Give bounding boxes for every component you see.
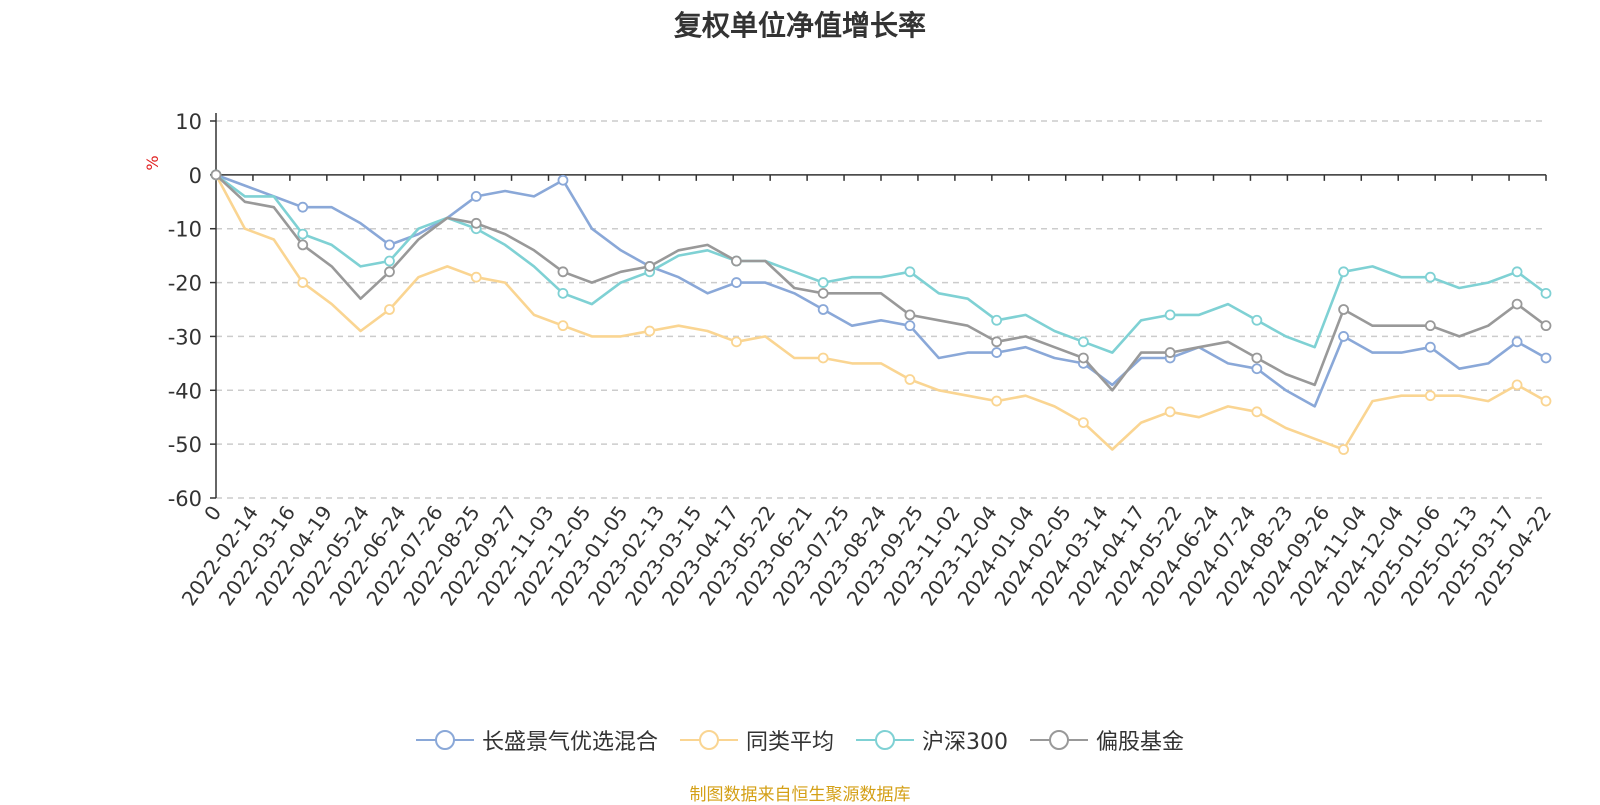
series-point-3 — [1251, 352, 1263, 364]
series-point-0 — [470, 190, 482, 202]
series-point-3 — [991, 336, 1003, 348]
y-tick-label: 10 — [175, 110, 202, 134]
series-point-2 — [904, 266, 916, 278]
series-point-0 — [557, 174, 569, 186]
series-point-3 — [470, 217, 482, 229]
series-point-0 — [384, 239, 395, 251]
series-point-2 — [557, 287, 569, 299]
series-point-3 — [1540, 320, 1552, 332]
series-point-0 — [1424, 341, 1436, 353]
series-point-1 — [904, 374, 916, 385]
y-axis-label: % — [143, 155, 162, 170]
series-point-2 — [1077, 336, 1089, 348]
series-point-0 — [297, 201, 309, 213]
series-point-1 — [1251, 406, 1263, 418]
source-note: 制图数据来自恒生聚源数据库 — [689, 785, 911, 805]
series-point-3 — [1077, 352, 1089, 364]
series-line-1 — [214, 174, 1547, 451]
series-point-2 — [991, 314, 1003, 326]
series-point-1 — [1424, 390, 1436, 402]
series-point-0 — [991, 347, 1003, 358]
series-point-3 — [644, 261, 656, 272]
legend-item-3[interactable]: 偏股基金 — [1030, 724, 1184, 756]
legend-marker-icon — [415, 730, 474, 750]
legend: 长盛景气优选混合 同类平均 沪深300 偏股基金 — [0, 724, 1600, 756]
series-line-2 — [215, 173, 1547, 354]
series-point-3 — [1424, 320, 1436, 332]
series-point-1 — [1540, 395, 1552, 407]
series-point-3 — [297, 239, 309, 251]
y-tick-label: -40 — [168, 379, 202, 403]
series-point-3 — [1511, 298, 1523, 310]
chart-title: 复权单位净值增长率 — [673, 9, 926, 42]
series-point-1 — [297, 277, 309, 288]
legend-label: 沪深300 — [922, 730, 1008, 755]
legend-label: 偏股基金 — [1096, 730, 1185, 755]
series-point-2 — [817, 277, 829, 288]
series-point-2 — [1164, 309, 1176, 321]
series-point-3 — [1338, 304, 1350, 315]
legend-item-1[interactable]: 同类平均 — [679, 724, 834, 756]
legend-label: 同类平均 — [745, 730, 834, 755]
y-tick-label: -60 — [168, 487, 202, 511]
series-point-0 — [904, 320, 916, 332]
series-point-3 — [904, 309, 916, 321]
series-point-1 — [384, 304, 395, 315]
series-point-0 — [1511, 336, 1523, 348]
series-point-2 — [1251, 314, 1263, 326]
series-point-2 — [1424, 271, 1436, 283]
series-point-2 — [297, 228, 309, 240]
series-point-1 — [470, 271, 482, 283]
series-point-0 — [1251, 363, 1263, 375]
series-point-0 — [1338, 331, 1350, 342]
y-tick-label: 0 — [189, 164, 202, 188]
series-point-0 — [731, 277, 742, 288]
series-point-3 — [557, 266, 569, 278]
series-point-1 — [817, 352, 829, 364]
y-tick-label: -50 — [168, 433, 202, 457]
x-tick-label: 0 — [199, 501, 226, 525]
series-point-1 — [644, 325, 656, 337]
series-point-1 — [731, 336, 742, 348]
series-point-1 — [1164, 406, 1176, 418]
series-point-1 — [1511, 379, 1523, 391]
series-point-0 — [1540, 352, 1552, 364]
series-point-1 — [557, 320, 569, 332]
legend-item-0[interactable]: 长盛景气优选混合 — [415, 724, 658, 756]
series-point-3 — [384, 266, 395, 278]
series-point-3 — [817, 287, 829, 299]
series-line-3 — [215, 173, 1547, 392]
series-point-1 — [991, 395, 1003, 407]
series-point-3 — [1164, 347, 1176, 358]
legend-label: 长盛景气优选混合 — [481, 730, 658, 755]
series-point-2 — [1511, 266, 1523, 278]
series-point-1 — [1077, 417, 1089, 429]
series-point-2 — [384, 255, 395, 267]
legend-marker-icon — [856, 730, 914, 750]
legend-marker-icon — [1030, 730, 1088, 750]
series-point-3 — [731, 255, 742, 267]
series-point-2 — [1338, 266, 1350, 278]
series-line-0 — [215, 173, 1547, 408]
series-point-1 — [1338, 444, 1350, 455]
y-tick-label: -10 — [168, 218, 202, 242]
series-point-0 — [817, 304, 829, 315]
legend-marker-icon — [679, 730, 738, 750]
series-point-2 — [1540, 287, 1552, 299]
series-point-3 — [210, 169, 222, 181]
y-tick-label: -30 — [168, 325, 202, 349]
y-tick-label: -20 — [168, 272, 202, 296]
legend-item-2[interactable]: 沪深300 — [856, 724, 1008, 756]
